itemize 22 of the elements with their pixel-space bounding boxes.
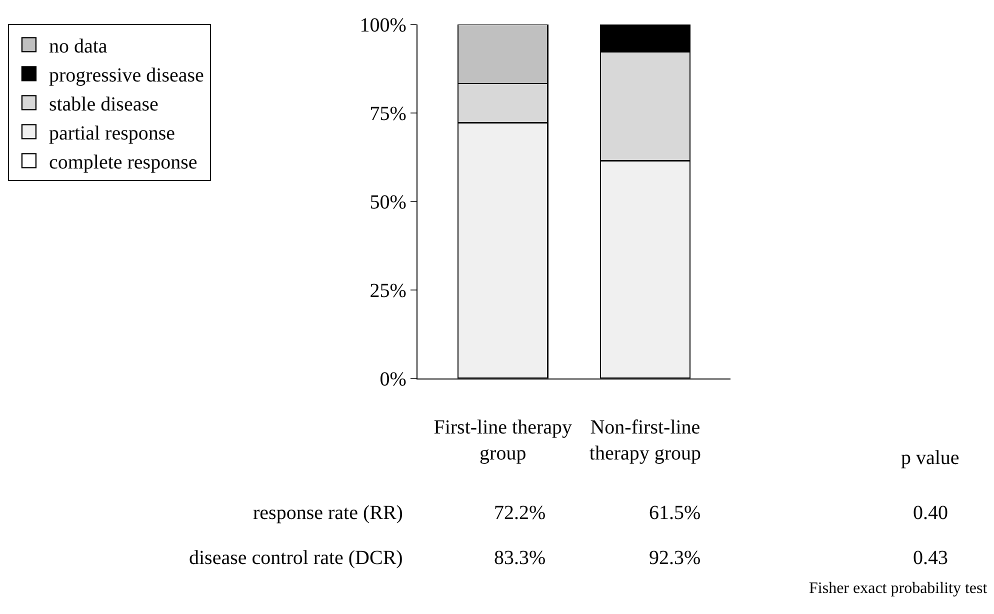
legend-label: complete response — [48, 152, 198, 174]
y-tick-label: 25% — [370, 280, 406, 302]
text: disease control rate (DCR) — [189, 547, 403, 569]
x-tick-label: First-line therapy group — [434, 416, 572, 464]
text: p value — [901, 447, 960, 469]
text: 0.43 — [913, 547, 948, 569]
text: 83.3% — [494, 547, 546, 569]
legend-label: no data — [48, 36, 108, 58]
text: 92.3% — [649, 547, 701, 569]
text: Fisher exact probability test — [809, 580, 988, 597]
legend-label: stable disease — [48, 94, 158, 116]
y-tick-label: 100% — [360, 14, 406, 36]
text: response rate (RR) — [253, 502, 403, 524]
y-tick-label: 50% — [370, 191, 406, 214]
x-tick-label: Non-first-line therapy group — [589, 416, 702, 464]
text: 72.2% — [494, 502, 546, 524]
y-tick-label: 0% — [380, 368, 406, 390]
text: 61.5% — [649, 502, 701, 524]
legend-label: partial response — [48, 122, 176, 145]
y-tick-label: 75% — [370, 102, 406, 125]
legend-label: progressive disease — [48, 64, 204, 87]
text: 0.40 — [913, 502, 948, 524]
